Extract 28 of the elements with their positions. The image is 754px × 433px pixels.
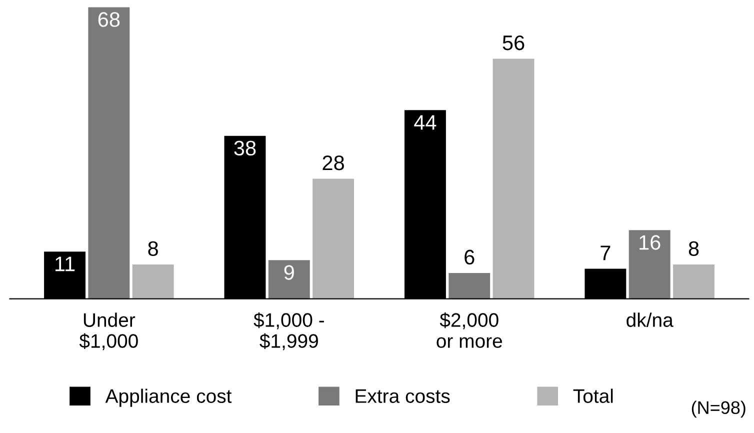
data-label: 56: [502, 35, 524, 50]
data-label: 16: [640, 235, 660, 250]
legend-label: Extra costs: [356, 389, 450, 403]
bar: [673, 264, 714, 299]
x-tick-label: Under $1,000: [79, 312, 138, 350]
bar: [492, 58, 534, 299]
bar: [448, 273, 490, 299]
legend-label: Total: [573, 388, 613, 403]
data-label: 11: [56, 256, 75, 272]
bar: [132, 264, 174, 299]
legend-label: Appliance cost: [105, 388, 232, 407]
bar: [628, 230, 670, 299]
x-tick-label: $1,000 - $1,999: [254, 312, 324, 350]
bar: [268, 260, 310, 299]
data-label: 6: [464, 250, 474, 265]
data-label: 9: [284, 265, 294, 280]
x-tick-label: dk/na: [626, 312, 674, 327]
data-label: 28: [322, 155, 344, 170]
data-label: 68: [98, 12, 120, 27]
text: (N=98): [692, 400, 746, 418]
bar: [88, 7, 130, 299]
bar: [312, 178, 354, 299]
data-label: 8: [148, 241, 158, 256]
data-label: 8: [688, 241, 699, 256]
data-label: 7: [600, 246, 610, 260]
x-tick-label: $2,000 or more: [436, 312, 502, 348]
data-label: 38: [234, 140, 256, 156]
data-label: 44: [414, 115, 436, 130]
